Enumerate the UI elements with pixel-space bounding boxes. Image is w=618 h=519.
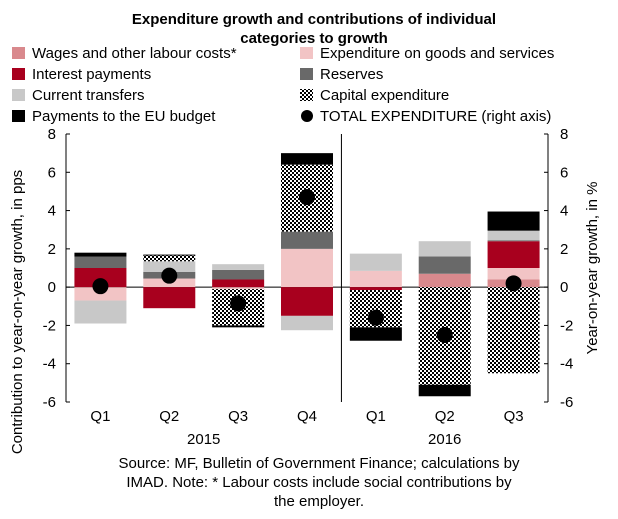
axes: -6 -6 -4 -4 -2 -2 0 0 2 2 4 4 6 6 8 8 Q1 Q2 Q3 Q4 Q1 Q2 Q3 2015… — [43, 126, 574, 448]
x-tick-label: Q4 — [297, 408, 317, 425]
bar-segment-7-q1-4 — [349, 327, 402, 341]
y-axis-label-left: Contribution to year-on-year growth, in … — [9, 170, 26, 454]
bar-segment-5-q3-2 — [212, 264, 265, 270]
legend-marker-total — [301, 110, 313, 122]
y-tick-label-left: 8 — [48, 126, 56, 143]
bar-segment-4-q3-6 — [487, 240, 540, 242]
legend: Wages and other labour costs* Expenditure… — [12, 45, 554, 125]
bar-segment-2-q1-4 — [349, 270, 402, 288]
y-tick-label-right: 0 — [560, 279, 568, 296]
total-point — [436, 327, 453, 343]
y-axis-label-right: Year-on-year growth, in % — [584, 182, 601, 355]
bar-segment-3-q4-3 — [281, 287, 333, 316]
bar-segment-2-q3-2 — [212, 287, 265, 290]
bar-segment-4-q2-5 — [418, 256, 471, 274]
source-note-line3: the employer. — [274, 493, 364, 510]
chart-title-line1: Expenditure growth and contributions of … — [132, 11, 496, 28]
chart-title-line2: categories to growth — [240, 30, 388, 47]
legend-swatch — [12, 110, 25, 122]
bar-segment-7-q2-1 — [143, 254, 196, 256]
year-label: 2016 — [428, 431, 461, 448]
bar-segment-7-q4-3 — [281, 153, 333, 165]
y-tick-label-left: 6 — [48, 164, 56, 181]
y-tick-label-left: 4 — [48, 203, 56, 220]
legend-label: TOTAL EXPENDITURE (right axis) — [320, 108, 551, 125]
bar-segment-7-q3-6 — [487, 211, 540, 231]
legend-swatch — [12, 89, 25, 101]
legend-label: Capital expenditure — [320, 87, 449, 104]
legend-swatch — [300, 47, 313, 59]
y-tick-label-left: 2 — [48, 241, 56, 258]
bar-segment-5-q3-6 — [487, 230, 540, 241]
bar-segment-6-q3-6 — [487, 287, 540, 374]
x-tick-label: Q3 — [504, 408, 524, 425]
bar-segment-5-q1-4 — [349, 253, 402, 271]
bar-segment-4-q1-0 — [74, 256, 127, 268]
source-note-line2: IMAD. Note: * Labour costs include socia… — [126, 474, 512, 491]
plot-area — [66, 134, 548, 402]
bar-segment-5-q2-5 — [418, 241, 471, 257]
y-tick-label-right: -6 — [560, 394, 573, 411]
x-tick-label: Q2 — [159, 408, 179, 425]
y-tick-label-right: 2 — [560, 241, 568, 258]
legend-swatch — [12, 68, 25, 80]
total-point — [299, 189, 315, 206]
year-label: 2015 — [187, 431, 220, 448]
y-tick-label-left: -4 — [43, 356, 56, 373]
bar-segment-7-q3-2 — [212, 325, 265, 328]
bar-segment-5-q4-3 — [281, 315, 333, 331]
bar-segment-2-q3-6 — [487, 268, 540, 280]
bar-segment-1-q2-5 — [418, 273, 471, 288]
legend-swatch — [300, 89, 313, 101]
legend-label: Interest payments — [32, 66, 151, 83]
x-tick-label: Q1 — [90, 408, 110, 425]
y-tick-label-right: -4 — [560, 356, 573, 373]
bar-segment-2-q4-3 — [281, 248, 333, 288]
legend-label: Wages and other labour costs* — [32, 45, 237, 62]
total-point — [92, 278, 109, 295]
legend-label: Expenditure on goods and services — [320, 45, 554, 62]
legend-label: Reserves — [320, 66, 383, 83]
bar-segment-4-q4-3 — [281, 231, 333, 249]
bar-segment-5-q1-0 — [74, 300, 127, 324]
bar-segment-3-q1-0 — [74, 268, 127, 288]
x-tick-label: Q3 — [228, 408, 248, 425]
legend-label: Payments to the EU budget — [32, 108, 216, 125]
total-point — [505, 275, 522, 292]
y-tick-label-right: 4 — [560, 203, 568, 220]
bar-segment-6-q2-1 — [143, 255, 196, 262]
total-point — [367, 309, 384, 326]
x-tick-label: Q2 — [435, 408, 455, 425]
total-point — [161, 267, 178, 284]
x-tick-label: Q1 — [366, 408, 386, 425]
y-tick-label-left: 0 — [48, 279, 56, 296]
bar-segment-7-q2-5 — [418, 384, 471, 397]
total-point — [230, 295, 247, 312]
legend-swatch — [300, 68, 313, 80]
bar-segment-3-q3-6 — [487, 241, 540, 268]
y-tick-label-left: -6 — [43, 394, 56, 411]
bar-segment-3-q2-1 — [143, 287, 196, 309]
source-note-line1: Source: MF, Bulletin of Government Finan… — [118, 455, 520, 472]
bar-segment-5-q2-1 — [143, 261, 196, 272]
bar-segment-3-q3-2 — [212, 279, 265, 288]
y-tick-label-right: 6 — [560, 164, 568, 181]
legend-swatch — [12, 47, 25, 59]
y-tick-label-left: -2 — [43, 317, 56, 334]
legend-label: Current transfers — [32, 87, 145, 104]
bar-segment-3-q1-4 — [349, 287, 402, 291]
y-tick-label-right: 8 — [560, 126, 568, 143]
bar-segment-4-q3-2 — [212, 269, 265, 280]
bar-segment-7-q1-0 — [74, 252, 127, 257]
y-tick-label-right: -2 — [560, 317, 573, 334]
